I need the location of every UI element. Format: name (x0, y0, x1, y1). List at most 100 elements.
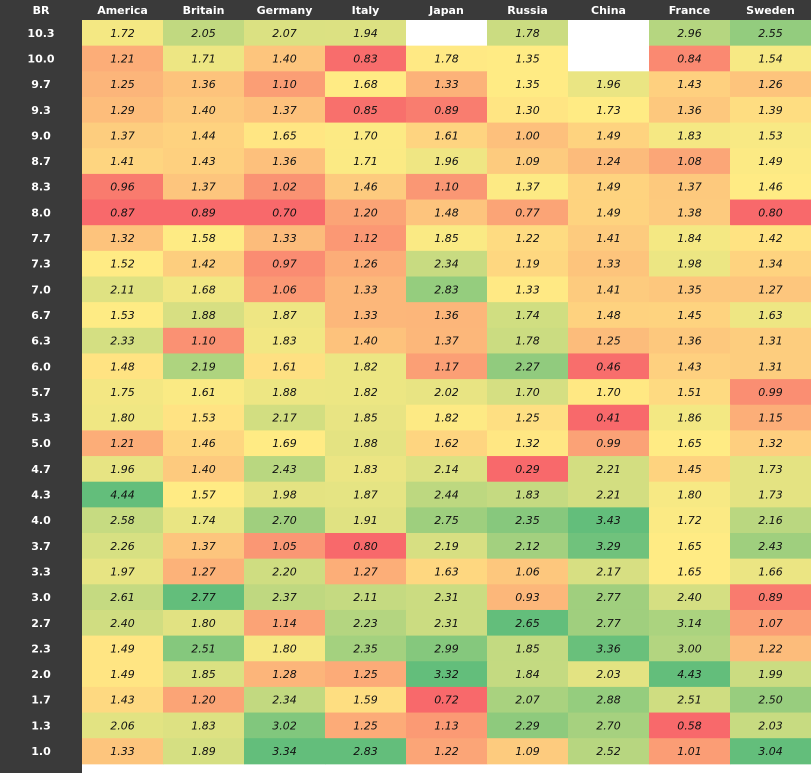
heatmap-cell (568, 456, 650, 483)
heatmap-cell (325, 481, 407, 508)
heatmap-cell (568, 353, 650, 380)
heatmap-cell (82, 738, 164, 765)
cell-value: 3.04 (758, 745, 783, 758)
cell-value: 1.40 (191, 104, 216, 117)
cell-value: 1.80 (677, 489, 702, 502)
heatmap-cell (82, 20, 164, 47)
heatmap-cell (82, 404, 164, 431)
heatmap-cell (244, 686, 326, 714)
cell-value: 1.22 (758, 642, 783, 655)
cell-value: 0.41 (596, 412, 621, 425)
cell-value: 1.33 (353, 283, 378, 296)
cell-value: 2.07 (515, 694, 540, 707)
heatmap-cell (406, 430, 488, 457)
heatmap-cell (406, 507, 488, 534)
row-label: 3.7 (31, 540, 51, 553)
cell-value: 1.74 (191, 514, 216, 527)
row-label: 1.7 (31, 694, 51, 707)
cell-value: 1.06 (515, 565, 540, 578)
cell-value: 1.43 (110, 694, 135, 707)
cell-value: 1.36 (677, 335, 702, 348)
heatmap-cell (163, 481, 245, 508)
cell-value: 1.83 (353, 463, 378, 476)
heatmap-cell (163, 225, 245, 252)
cell-value: 1.37 (434, 335, 459, 348)
heatmap-cell (244, 225, 326, 252)
cell-value: 2.02 (434, 386, 459, 399)
heatmap-cell (82, 507, 164, 534)
heatmap-cell (649, 404, 731, 431)
cell-value: 1.96 (110, 463, 135, 476)
cell-value: 1.87 (272, 309, 297, 322)
cell-value: 2.05 (191, 27, 216, 40)
heatmap-cell (163, 584, 245, 611)
heatmap-cell (82, 327, 164, 354)
heatmap-cell (244, 71, 326, 98)
heatmap-cell (649, 533, 731, 560)
cell-value: 0.87 (110, 206, 135, 219)
heatmap-cell (568, 199, 650, 226)
heatmap-cell (730, 276, 811, 303)
heatmap-cell (325, 122, 407, 149)
heatmap-cell (163, 45, 245, 72)
heatmap-cell (568, 635, 650, 662)
heatmap-cell (163, 379, 245, 406)
cell-value: 1.24 (596, 155, 621, 168)
cell-value: 2.27 (515, 360, 540, 373)
cell-value: 1.88 (272, 386, 297, 399)
cell-value: 1.48 (434, 206, 459, 219)
heatmap-cell (406, 225, 488, 252)
cell-value: 0.96 (110, 181, 135, 194)
heatmap-cell (649, 45, 731, 72)
heatmap-cell (649, 558, 731, 585)
heatmap-cell (244, 635, 326, 662)
column-header: Japan (428, 4, 464, 17)
heatmap-cell (244, 507, 326, 534)
cell-value: 2.17 (596, 565, 621, 578)
heatmap-cell (649, 173, 731, 201)
heatmap-cell (325, 45, 407, 72)
heatmap-cell (568, 481, 650, 508)
cell-value: 1.31 (758, 335, 783, 348)
cell-value: 1.85 (191, 668, 216, 681)
heatmap-cell (244, 533, 326, 560)
cell-value: 3.34 (272, 745, 297, 758)
heatmap-cell (568, 533, 650, 560)
row-label: 7.3 (31, 258, 51, 271)
cell-value: 1.37 (515, 181, 540, 194)
cell-value: 1.71 (353, 155, 378, 168)
heatmap-cell (244, 353, 326, 380)
header-row-background (0, 0, 811, 20)
heatmap-cell (730, 609, 811, 637)
cell-value: 1.70 (515, 386, 540, 399)
heatmap-cell (163, 456, 245, 483)
cell-value: 1.96 (596, 78, 621, 91)
heatmap-cell (568, 609, 650, 637)
cell-value: 1.78 (515, 335, 540, 348)
heatmap-cell (325, 635, 407, 662)
cell-value: 3.02 (272, 719, 297, 732)
heatmap-cell (325, 96, 407, 124)
cell-value: 1.69 (272, 437, 297, 450)
heatmap-cell (325, 609, 407, 637)
cell-value: 1.27 (353, 565, 378, 578)
cell-value: 0.77 (515, 206, 540, 219)
heatmap-cell (730, 481, 811, 508)
cell-value: 4.43 (677, 668, 702, 681)
cell-value: 0.58 (677, 719, 702, 732)
cell-value: 1.14 (272, 617, 297, 630)
heatmap-cell (406, 173, 488, 201)
cell-value: 1.37 (272, 104, 297, 117)
heatmap-cell (244, 712, 326, 739)
cell-value: 0.85 (353, 104, 378, 117)
heatmap-cell (163, 250, 245, 277)
cell-value: 2.35 (353, 642, 378, 655)
heatmap-cell (487, 353, 569, 380)
heatmap-cell (163, 533, 245, 560)
heatmap-cell (730, 686, 811, 714)
heatmap-cell (730, 379, 811, 406)
cell-value: 1.96 (434, 155, 459, 168)
cell-value: 1.45 (677, 463, 702, 476)
cell-value: 1.37 (191, 540, 216, 553)
cell-value: 1.36 (434, 309, 459, 322)
